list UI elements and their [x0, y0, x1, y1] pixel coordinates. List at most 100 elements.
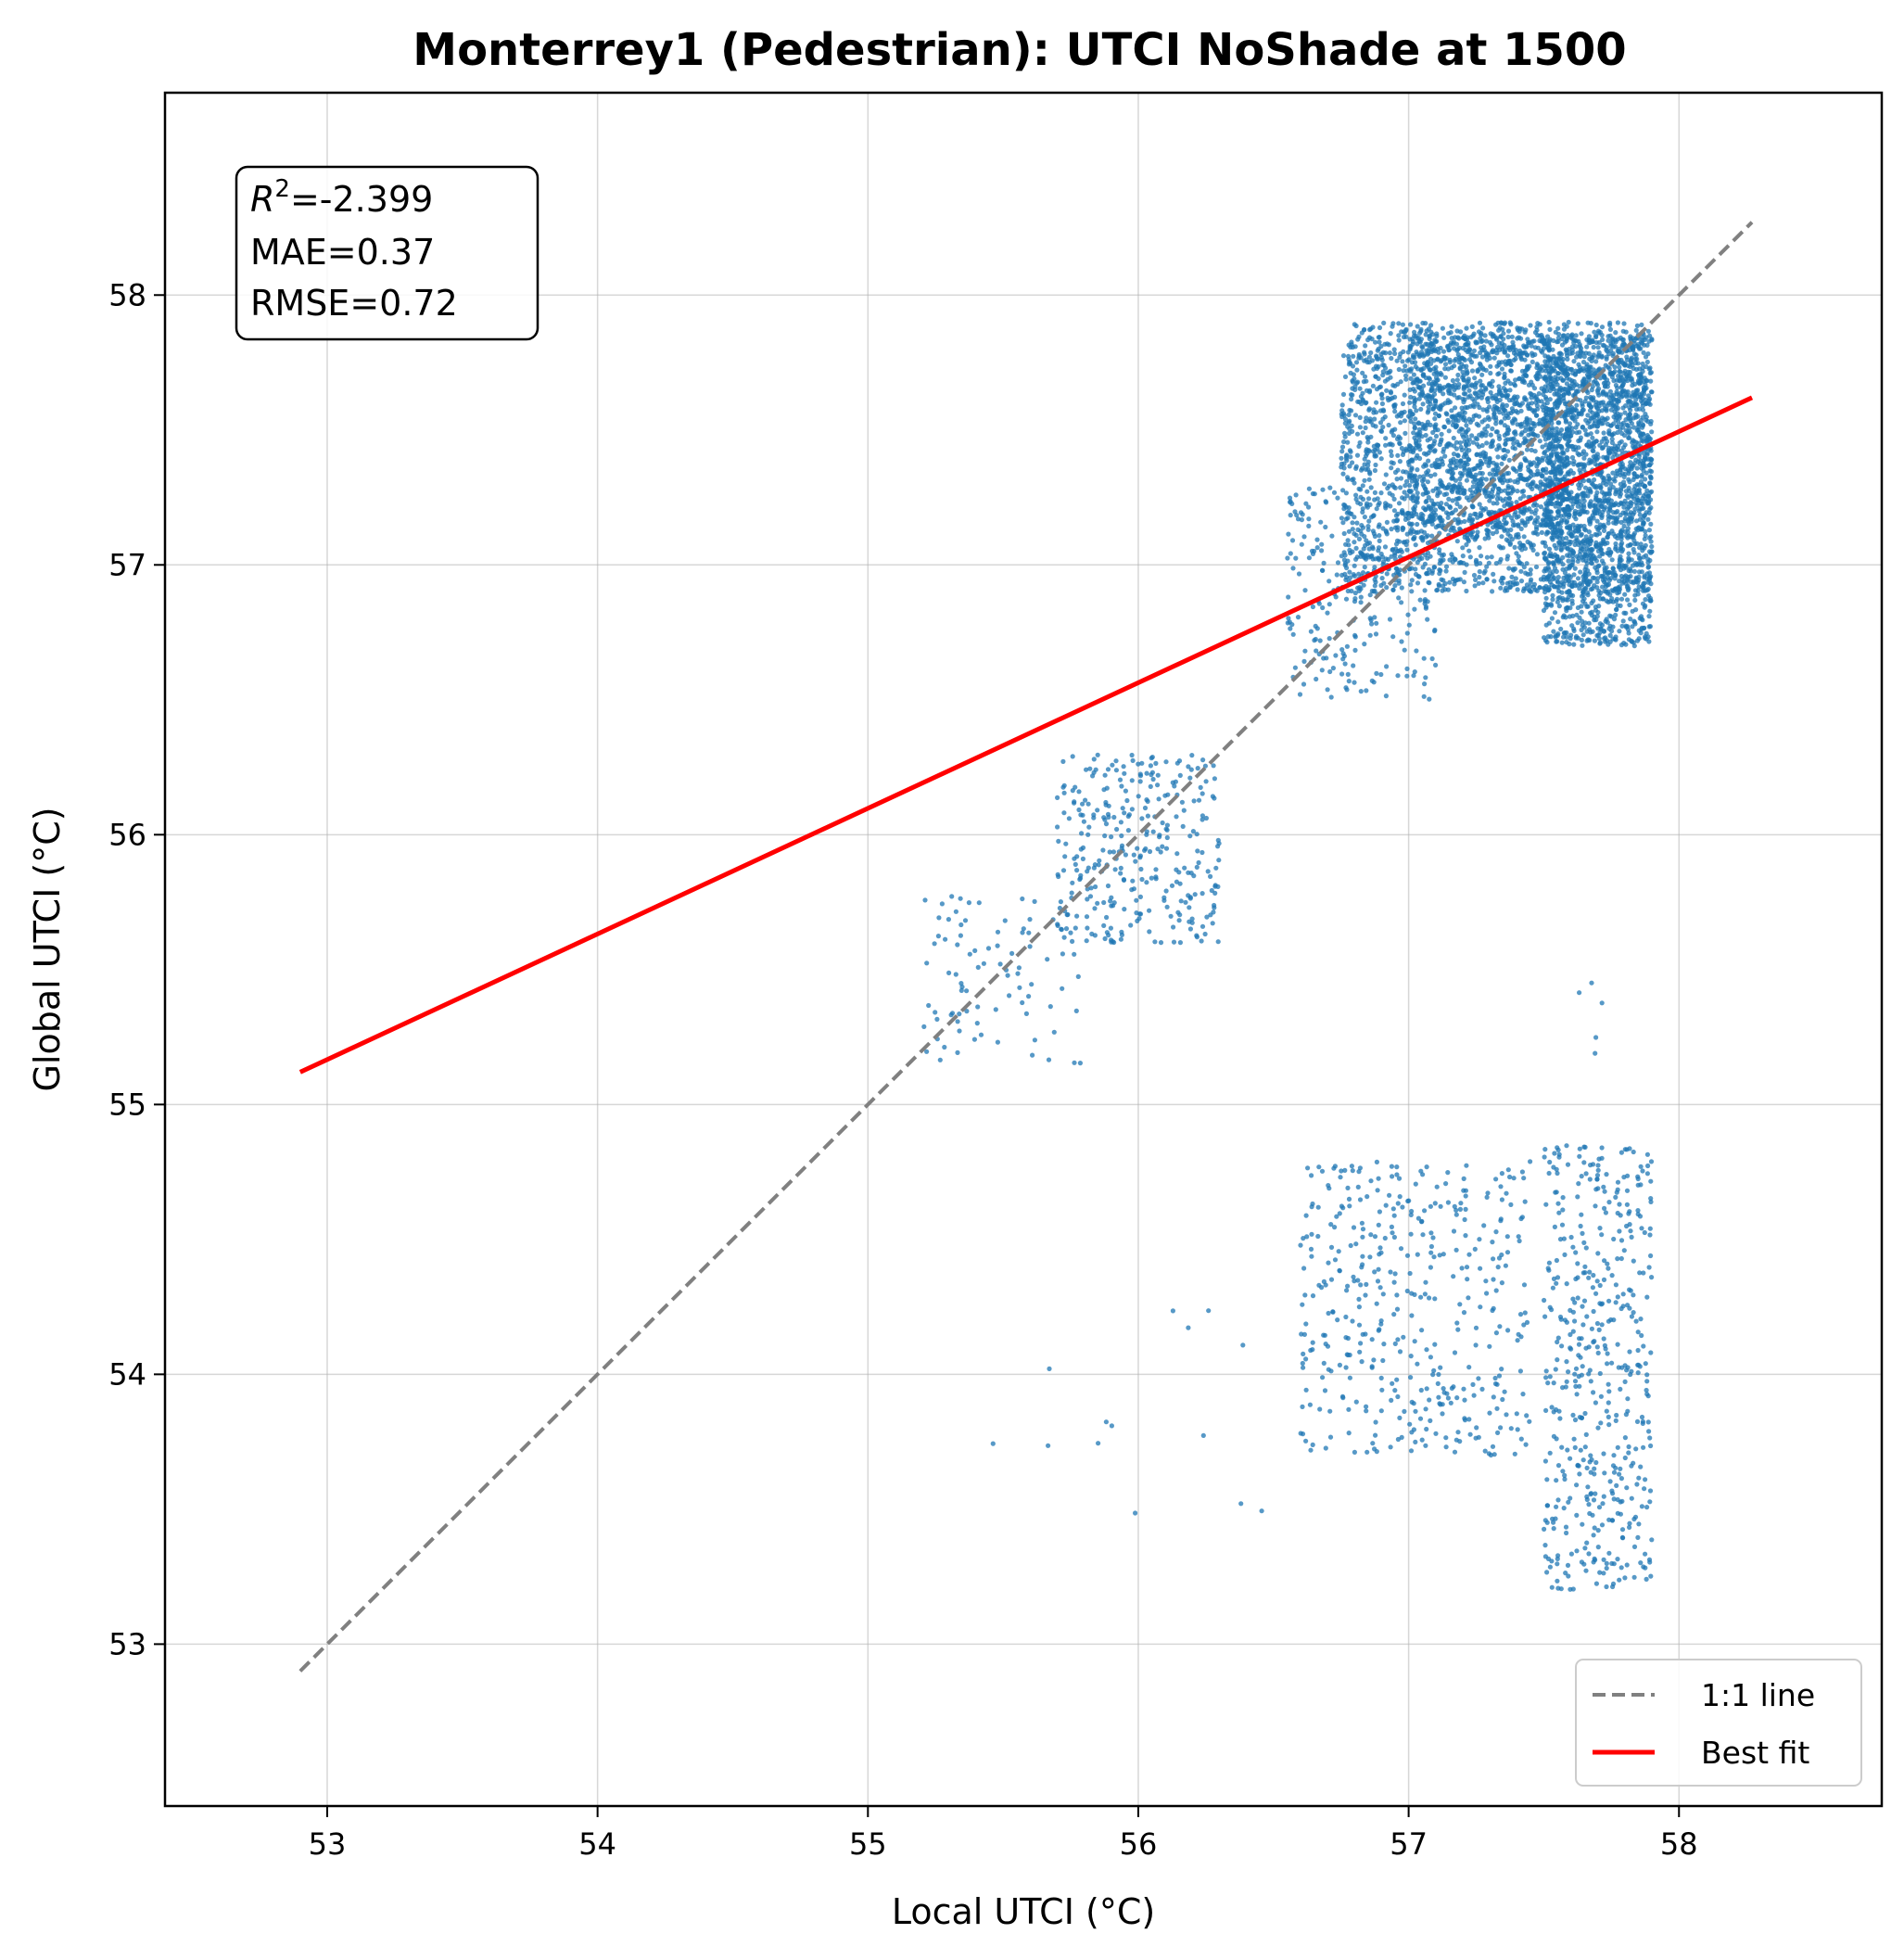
scatter-point — [1531, 338, 1537, 344]
scatter-point — [1412, 474, 1417, 479]
scatter-point — [1560, 562, 1566, 567]
scatter-point — [1547, 516, 1553, 522]
scatter-point — [1624, 584, 1631, 591]
scatter-point — [1288, 626, 1293, 631]
scatter-point — [1585, 581, 1591, 587]
scatter-point — [1583, 432, 1589, 438]
scatter-point — [1534, 362, 1540, 367]
scatter-point — [1641, 581, 1646, 587]
scatter-point — [1420, 372, 1426, 377]
scatter-point — [1627, 348, 1632, 353]
scatter-point — [1606, 509, 1611, 515]
scatter-point — [1428, 436, 1433, 441]
scatter-point — [1583, 395, 1589, 401]
scatter-point — [1478, 458, 1483, 464]
scatter-point — [1380, 526, 1386, 531]
scatter-point — [1580, 425, 1585, 430]
scatter-point — [1586, 620, 1592, 626]
scatter-point — [1471, 348, 1477, 353]
scatter-point — [1415, 529, 1421, 535]
scatter-point — [1645, 401, 1651, 406]
scatter-point — [1580, 403, 1585, 409]
scatter-point — [1445, 400, 1451, 405]
scatter-point — [1528, 426, 1533, 432]
scatter-point — [1477, 404, 1482, 411]
scatter-point — [1323, 524, 1328, 530]
scatter-point — [1500, 393, 1505, 399]
scatter-point — [1391, 508, 1397, 514]
scatter-point — [1516, 523, 1521, 529]
scatter-point — [1622, 466, 1628, 472]
scatter-point — [1380, 425, 1386, 430]
scatter-point — [1532, 395, 1538, 401]
scatter-point — [1354, 520, 1360, 526]
scatter-point — [1455, 516, 1461, 522]
scatter-point — [1554, 568, 1559, 575]
scatter-point — [1450, 510, 1455, 515]
scatter-point — [1453, 405, 1458, 411]
scatter-point — [1609, 439, 1615, 446]
scatter-point — [1631, 425, 1637, 430]
scatter-point — [1350, 386, 1355, 391]
scatter-point — [1596, 604, 1602, 609]
scatter-point — [1421, 451, 1428, 456]
scatter-point — [1424, 348, 1429, 353]
scatter-point — [1431, 347, 1438, 352]
scatter-point — [1494, 337, 1500, 342]
scatter-point — [1344, 687, 1350, 693]
scatter-point — [1494, 363, 1500, 369]
scatter-point — [1580, 490, 1586, 496]
scatter-point — [1550, 347, 1555, 352]
scatter-point — [1555, 371, 1561, 376]
scatter-point — [1610, 485, 1616, 490]
scatter-point — [1354, 554, 1360, 560]
scatter-point — [1588, 499, 1593, 504]
scatter-point — [1424, 490, 1429, 496]
scatter-point — [1396, 321, 1402, 326]
scatter-point — [1396, 580, 1402, 586]
scatter-point — [1360, 483, 1365, 489]
scatter-point — [1533, 507, 1539, 513]
scatter-point — [1631, 580, 1636, 586]
scatter-point — [1423, 432, 1428, 439]
scatter-point — [1491, 482, 1497, 488]
scatter-point — [1609, 446, 1615, 452]
scatter-point — [1509, 334, 1515, 339]
scatter-point — [1595, 367, 1601, 374]
scatter-point — [1342, 661, 1348, 667]
scatter-point — [1636, 628, 1642, 633]
scatter-point — [1487, 381, 1492, 387]
scatter-point — [1355, 379, 1361, 385]
scatter-point — [1606, 395, 1613, 401]
scatter-point — [1640, 617, 1645, 623]
scatter-point — [1621, 523, 1627, 529]
scatter-point — [1517, 402, 1523, 408]
scatter-point — [1435, 377, 1441, 383]
scatter-point — [1468, 360, 1475, 365]
scatter-point — [1397, 539, 1403, 544]
scatter-point — [1529, 395, 1534, 401]
scatter-point — [1615, 591, 1620, 596]
scatter-point — [1484, 357, 1490, 363]
scatter-point — [1410, 513, 1415, 519]
scatter-point — [1458, 329, 1464, 335]
scatter-point — [1403, 430, 1408, 436]
scatter-point — [1604, 491, 1609, 497]
scatter-point — [1604, 356, 1609, 362]
scatter-point — [1555, 439, 1561, 444]
scatter-point — [1588, 321, 1593, 326]
scatter-point — [1615, 320, 1620, 325]
scatter-point — [1364, 400, 1369, 405]
scatter-point — [1502, 415, 1507, 421]
scatter-point — [1383, 350, 1389, 356]
scatter-point — [1327, 668, 1333, 675]
scatter-point — [1596, 392, 1602, 398]
scatter-point — [1561, 392, 1567, 398]
scatter-point — [1606, 450, 1612, 455]
scatter-point — [1518, 336, 1524, 341]
scatter-point — [1463, 405, 1468, 411]
scatter-point — [1358, 689, 1364, 694]
scatter-point — [1584, 638, 1590, 643]
scatter-point — [1575, 321, 1580, 326]
scatter-point — [1594, 429, 1600, 435]
